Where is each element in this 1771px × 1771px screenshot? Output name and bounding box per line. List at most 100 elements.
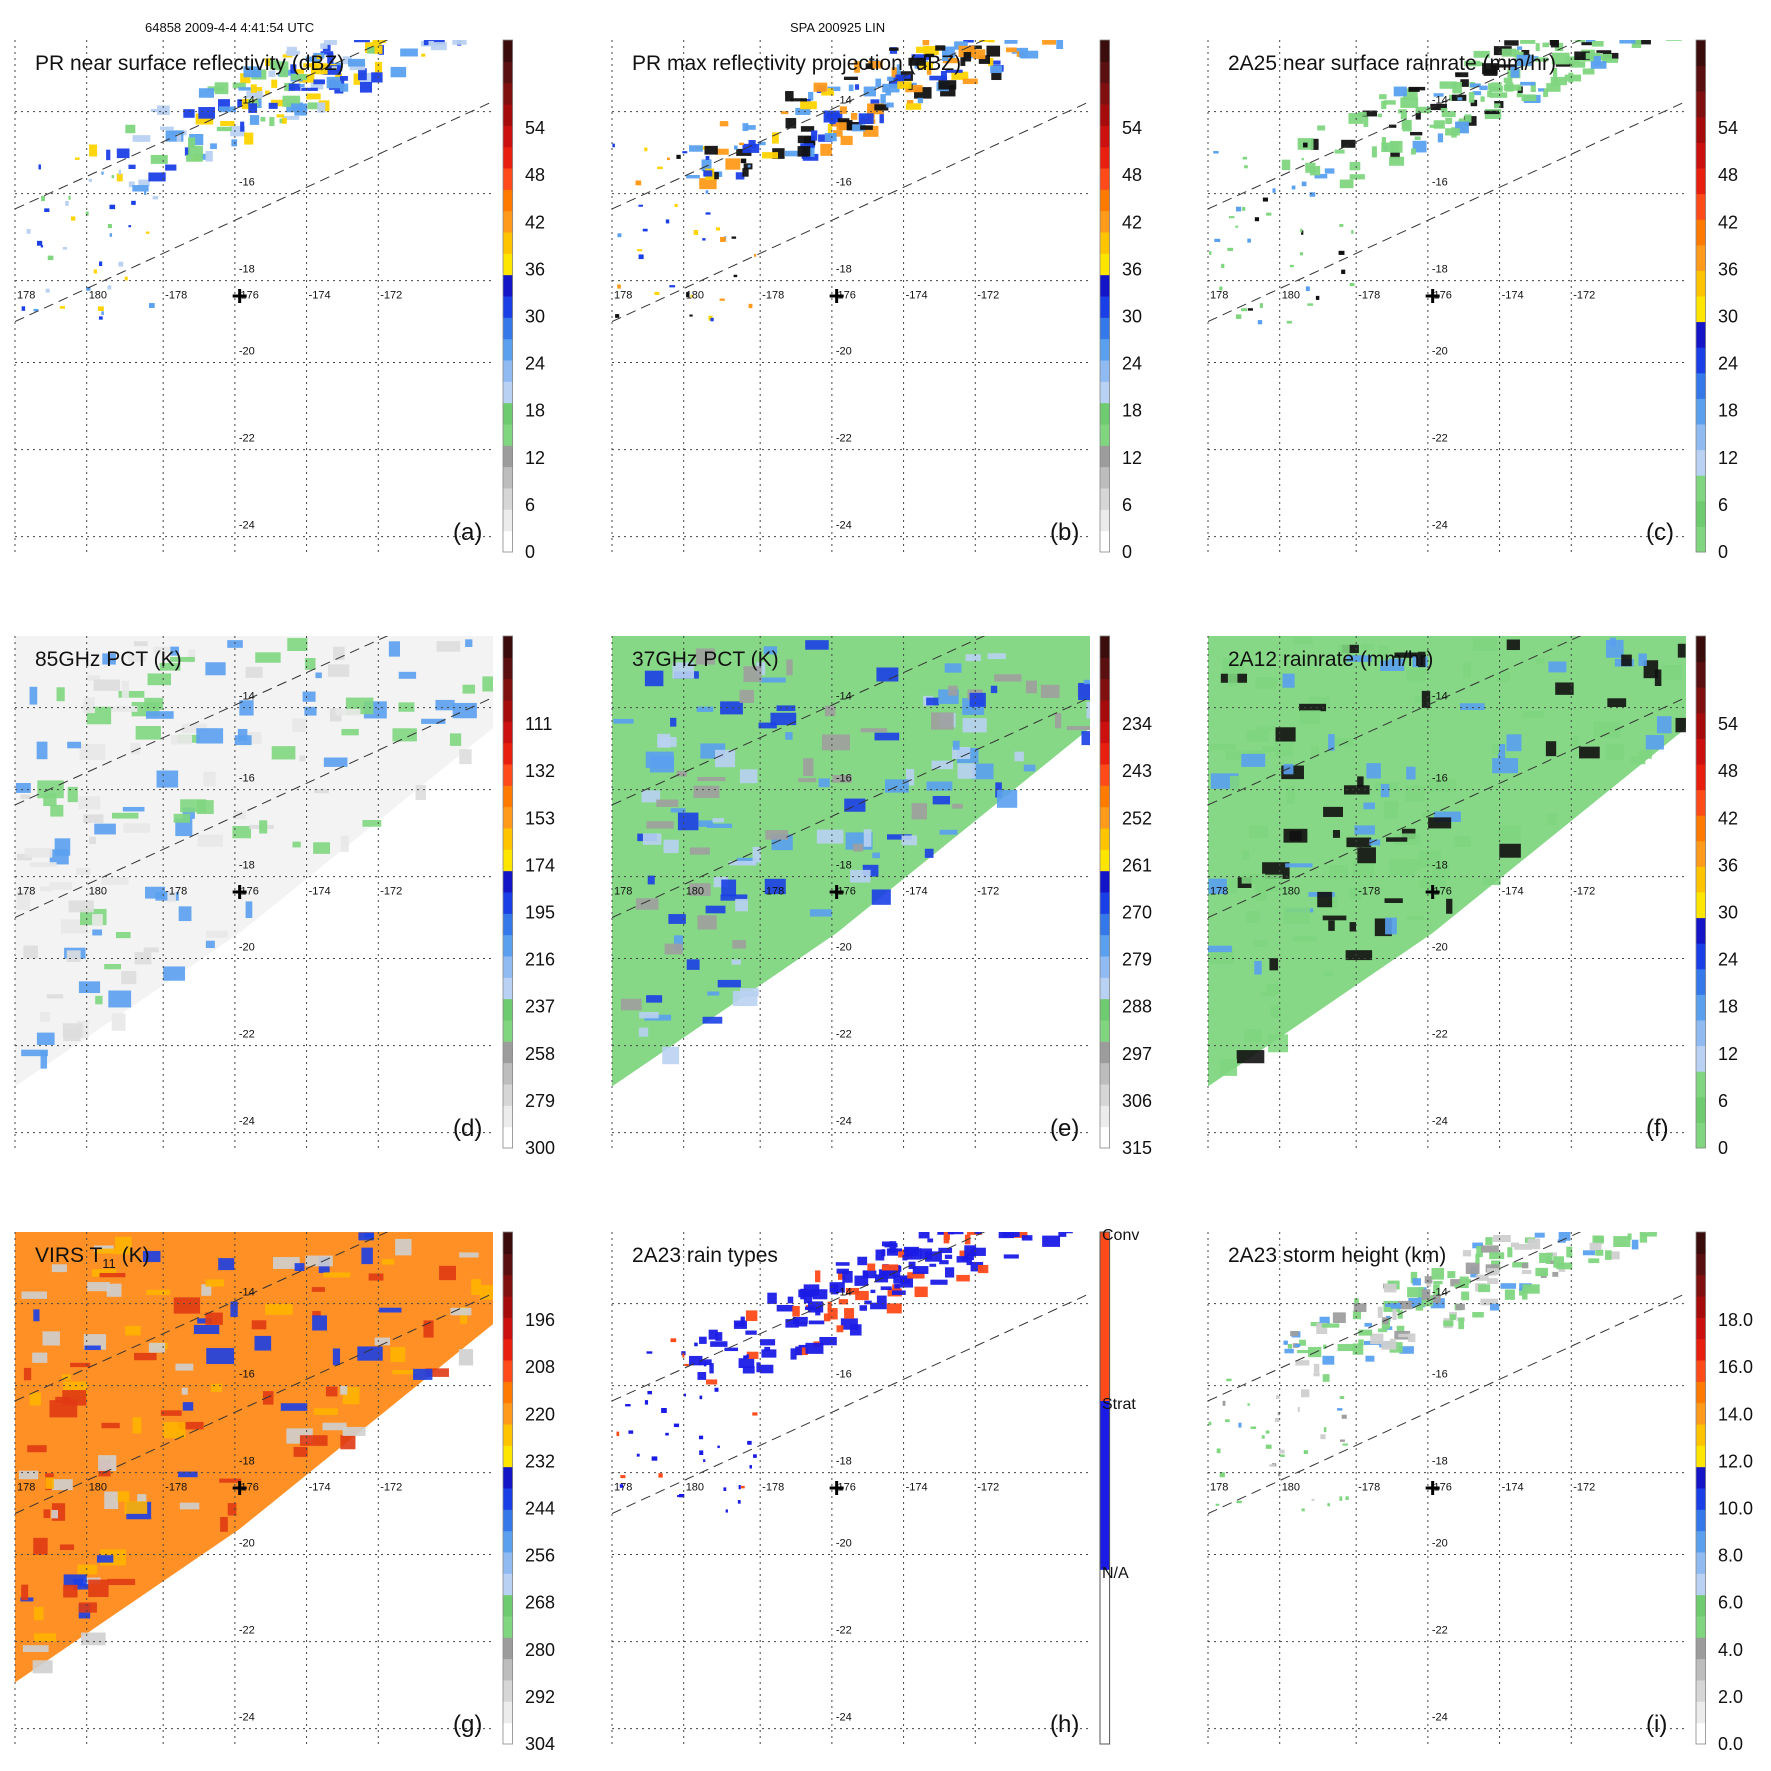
colorbar-tick-label: 244 (525, 1498, 555, 1518)
field-cell (1398, 1300, 1412, 1310)
field-cell (1642, 1218, 1650, 1229)
swath-edge-line (1208, 100, 1686, 323)
field-cell (725, 158, 741, 170)
field-cell (326, 76, 342, 89)
field-cell (1558, 1232, 1571, 1241)
field-cell (332, 1348, 341, 1366)
field-cell (979, 1209, 994, 1216)
field-cell (265, 1303, 293, 1315)
field-cell (712, 818, 725, 823)
lat-tick-label: -24 (239, 1116, 255, 1128)
field-cell (1516, 46, 1523, 50)
colorbar-tick-label: 10.0 (1718, 1498, 1753, 1518)
field-cell (790, 1348, 797, 1360)
colorbar-segment (1100, 828, 1110, 850)
colorbar-category-label: Strat (1102, 1396, 1136, 1413)
colorbar-segment (503, 956, 513, 978)
field-cell (342, 56, 352, 65)
colorbar-segment (1696, 1637, 1706, 1660)
field-cell (1500, 1283, 1517, 1289)
field-cell (1245, 910, 1261, 923)
field-cell (78, 981, 101, 994)
field-cell (1305, 286, 1310, 292)
field-cell (715, 749, 736, 768)
colorbar-tick-label: 48 (1122, 165, 1142, 185)
colorbar-segment (503, 1402, 513, 1425)
field-cell (816, 829, 844, 844)
field-cell (1363, 115, 1369, 127)
field-cell (664, 943, 683, 955)
colorbar-tick-label: 18 (1718, 401, 1738, 421)
field-cell (1675, 717, 1686, 733)
field-cell (1370, 1333, 1384, 1345)
field-cell (301, 87, 318, 91)
field-cell (1503, 84, 1522, 91)
field-cell (163, 966, 186, 981)
field-cell (870, 1302, 887, 1310)
colorbar-segment (1100, 402, 1110, 425)
field-cell (1537, 88, 1544, 92)
field-cell (68, 195, 71, 200)
field-cell (926, 781, 953, 791)
field-cell (893, 1275, 911, 1284)
field-cell (1078, 682, 1090, 701)
field-cell (1244, 1028, 1262, 1043)
data-field (1208, 7, 1686, 325)
colorbar-segment (503, 338, 513, 361)
field-cell (1569, 40, 1586, 41)
colorbar-tick-label: 36 (1122, 259, 1142, 279)
colorbar-segment (1696, 40, 1706, 67)
field-cell (450, 1307, 472, 1316)
field-cell (124, 276, 128, 281)
field-cell (635, 898, 659, 910)
field-cell (1377, 1306, 1383, 1318)
field-cell (1414, 136, 1421, 140)
field-cell (247, 99, 259, 107)
field-cell (1283, 828, 1308, 843)
field-cell (690, 294, 694, 298)
field-cell (271, 746, 296, 760)
field-cell (1585, 40, 1596, 43)
colorbar-segment (1696, 398, 1706, 425)
field-cell (1601, 23, 1612, 30)
colorbar-segment (503, 1509, 513, 1532)
field-cell (1283, 907, 1310, 924)
field-cell (243, 66, 262, 78)
panel-label: (d) (453, 1115, 482, 1142)
lon-tick-label: -178 (762, 1482, 784, 1494)
colorbar-tick-label: 18.0 (1718, 1310, 1753, 1330)
colorbar-segment (1696, 1658, 1706, 1681)
field-cell (472, 0, 480, 7)
field-cell (196, 728, 224, 744)
field-cell (938, 1247, 953, 1254)
field-cell (1314, 173, 1328, 179)
field-cell (803, 1292, 813, 1304)
field-cell (408, 23, 423, 26)
field-cell (1208, 945, 1232, 953)
field-cell (29, 1392, 41, 1406)
field-cell (1521, 94, 1537, 102)
field-cell (1428, 817, 1452, 829)
field-cell (1300, 228, 1303, 233)
field-cell (836, 122, 847, 131)
colorbar-segment (1100, 360, 1110, 382)
field-cell (1031, 1190, 1046, 1201)
field-cell (388, 641, 401, 657)
field-cell (1072, 17, 1076, 26)
field-cell (1527, 1238, 1541, 1250)
field-cell (1406, 766, 1416, 780)
field-cell (49, 882, 73, 890)
field-cell (710, 317, 714, 322)
field-cell (74, 157, 80, 160)
lon-tick-label: -178 (1358, 290, 1380, 302)
colorbar-tick-label: 54 (1122, 118, 1142, 138)
field-cell (1266, 212, 1272, 216)
field-cell (927, 1238, 934, 1243)
field-cell (879, 112, 884, 124)
lon-tick-label: -178 (165, 290, 187, 302)
field-cell (852, 124, 866, 132)
field-cell (949, 22, 957, 31)
colorbar-segment (503, 168, 513, 190)
field-cell (1398, 109, 1407, 114)
field-cell (1657, 7, 1673, 11)
